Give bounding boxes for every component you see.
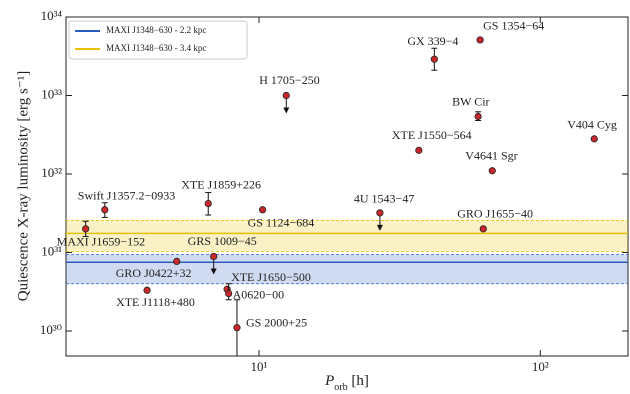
point — [282, 91, 290, 100]
point — [590, 135, 598, 143]
y-tick-label: 10³⁰ — [40, 322, 62, 337]
legend-frame — [68, 20, 248, 60]
x-label-subscript: orb — [334, 382, 347, 393]
upper-limit-head — [283, 107, 290, 114]
point-label: GS 1354−64 — [483, 19, 544, 33]
plot-frame — [65, 16, 629, 357]
point — [82, 225, 90, 233]
band — [66, 254, 628, 284]
point — [476, 36, 484, 44]
point-label: GRO J0422+32 — [116, 266, 192, 280]
point-label: H 1705−250 — [259, 73, 319, 87]
point — [415, 146, 423, 154]
point — [474, 112, 482, 121]
upper-limit-head — [210, 268, 217, 275]
point — [488, 167, 496, 175]
point — [210, 252, 218, 261]
point — [143, 286, 151, 294]
legend-label: MAXI J1348−630 - 2.2 kpc — [106, 25, 206, 35]
upper-limit-head — [376, 224, 383, 231]
point — [479, 225, 487, 233]
point-label: BW Cir — [452, 94, 489, 108]
legend: MAXI J1348−630 - 2.2 kpc MAXI J1348−630 -… — [68, 20, 248, 60]
x-tick-label: 10¹ — [251, 359, 268, 374]
point-label: GX 339−4 — [407, 34, 458, 48]
legend-label: MAXI J1348−630 - 3.4 kpc — [106, 43, 206, 53]
x-label-unit: [h] — [348, 373, 369, 389]
point-label: GS 2000+25 — [246, 315, 307, 329]
point — [173, 257, 181, 265]
point-label: XTE J1118+480 — [116, 295, 195, 309]
y-axis-label: Quiescence X-ray luminosity [erg s⁻¹] — [15, 71, 31, 301]
y-tick-label: 10³¹ — [41, 243, 62, 258]
point — [259, 206, 267, 214]
x-axis-label: Porb [h] — [324, 373, 369, 392]
x-label-symbol: P — [324, 373, 334, 389]
point-label: Swift J1357.2−0933 — [78, 189, 175, 203]
point — [430, 55, 438, 63]
point-label: 4U 1543−47 — [354, 192, 414, 206]
point-label: V4641 Sgr — [465, 148, 517, 162]
y-tick-label: 10³³ — [41, 86, 62, 101]
point-label: GRS 1009−45 — [188, 234, 257, 248]
point-label: A0620−00 — [233, 287, 284, 301]
point-label: XTE J1859+226 — [181, 177, 261, 191]
point-label: V404 Cyg — [567, 118, 617, 132]
y-tick-label: 10³² — [41, 165, 62, 180]
point-label: MAXI J1659−152 — [57, 235, 145, 249]
point — [233, 324, 241, 332]
point — [204, 199, 212, 208]
point-label: GRO J1655−40 — [457, 207, 533, 221]
y-tick-label: 10³⁴ — [41, 8, 63, 23]
plot-area — [66, 36, 628, 356]
point-label: XTE J1650−500 — [231, 270, 311, 284]
point — [101, 206, 109, 214]
point — [376, 209, 384, 217]
point — [225, 289, 233, 298]
band — [66, 220, 628, 252]
x-tick-label: 10² — [532, 359, 549, 374]
point-label: GS 1124−684 — [248, 216, 315, 230]
point-label: XTE J1550−564 — [392, 128, 472, 142]
